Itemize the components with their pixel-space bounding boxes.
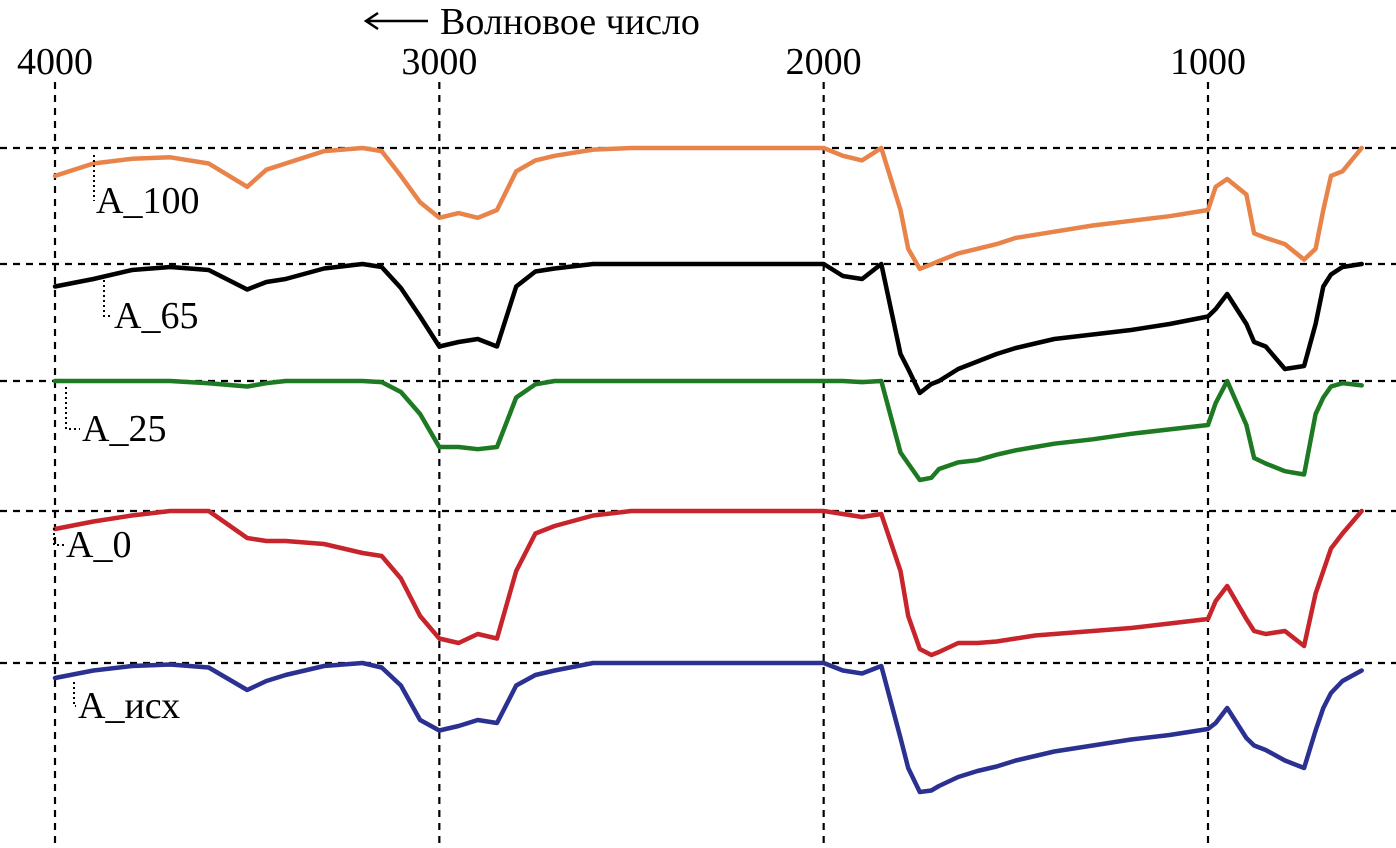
series-labels: A_100 A_65 A_25 A_0 A_исх	[53, 155, 199, 727]
series-line	[52, 261, 1364, 396]
x-tick-label: 3000	[401, 41, 477, 83]
grid	[0, 82, 1396, 848]
series-line	[52, 378, 1364, 483]
series-line	[52, 660, 1364, 795]
x-tick-label: 2000	[786, 41, 862, 83]
label-leader-line	[103, 280, 112, 317]
x-axis-title: Волновое число	[363, 1, 700, 43]
label-leader-line	[65, 387, 80, 430]
series	[52, 145, 1364, 795]
x-tick-label: 4000	[17, 41, 93, 83]
arrow-head	[363, 11, 379, 31]
label-leader-line	[73, 682, 76, 707]
series-label: A_100	[96, 180, 199, 222]
x-tick-label: 1000	[1170, 41, 1246, 83]
series-label: A_исх	[78, 685, 180, 727]
x-axis-label: Волновое число	[440, 1, 700, 43]
label-leader-line	[53, 528, 64, 546]
x-tick-labels: 4000 3000 2000 1000	[17, 41, 1246, 83]
series-line	[52, 145, 1364, 272]
series-label: A_25	[82, 408, 166, 450]
series-label: A_65	[114, 295, 198, 337]
series-line	[52, 508, 1364, 658]
series-label: A_0	[66, 524, 131, 566]
